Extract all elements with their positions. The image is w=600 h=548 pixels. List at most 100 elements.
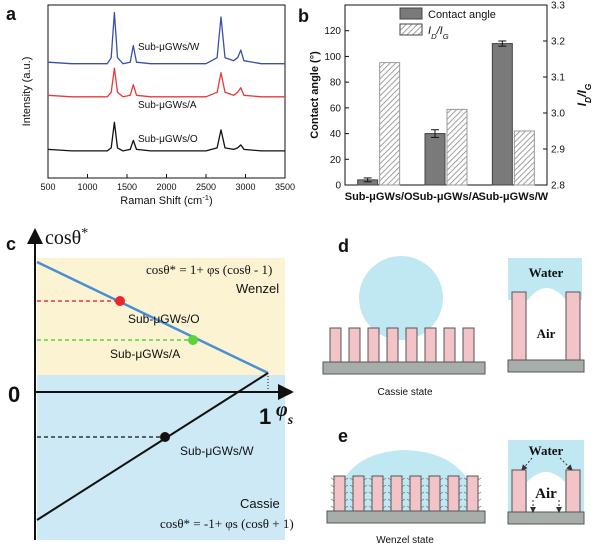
- series-label: Sub-μGWs/O: [138, 134, 198, 145]
- point: [115, 296, 125, 306]
- hair: [344, 477, 349, 481]
- hair: [368, 491, 373, 495]
- substrate: [326, 510, 486, 524]
- water: [508, 258, 582, 300]
- substrate: [507, 511, 585, 525]
- hair: [344, 498, 349, 502]
- hair: [363, 484, 368, 488]
- hair: [387, 484, 392, 488]
- origin-label: 0: [8, 382, 20, 407]
- wenzel-line: [36, 260, 269, 375]
- hair: [444, 484, 449, 488]
- hair: [406, 484, 411, 488]
- hair: [458, 477, 463, 481]
- caption: Cassie state: [377, 387, 432, 398]
- x-tick-label: 1000: [77, 182, 97, 192]
- hair: [463, 505, 468, 509]
- x-axis-label: φs: [276, 399, 294, 428]
- hair: [349, 491, 354, 495]
- hair: [463, 498, 468, 502]
- hair: [330, 491, 335, 495]
- equation: cosθ* = 1+ φs (cosθ - 1): [146, 262, 272, 277]
- y2-tick-label: 2.9: [551, 145, 565, 156]
- droplet: [359, 256, 443, 340]
- y2-tick-label: 3.0: [551, 109, 565, 120]
- legend-swatch: [399, 23, 423, 36]
- pillar: [352, 475, 365, 512]
- hair: [387, 498, 392, 502]
- plot-frame: [344, 4, 548, 186]
- hair: [463, 477, 468, 481]
- cassie-line: [36, 372, 269, 521]
- arrow: [521, 457, 533, 471]
- hair: [477, 484, 482, 488]
- y-axis-label: cosθ*: [45, 226, 88, 250]
- hair: [477, 498, 482, 502]
- hair: [330, 505, 335, 509]
- legend-label: Contact angle: [428, 9, 496, 21]
- y-axis-label: Contact angle (°): [309, 51, 321, 139]
- point: [188, 335, 198, 345]
- pillar: [329, 327, 342, 363]
- hair: [458, 491, 463, 495]
- hair: [458, 505, 463, 509]
- hair: [463, 484, 468, 488]
- x-tick-label: 2500: [196, 182, 216, 192]
- panel-d: d Water Air Cassie state: [322, 236, 585, 398]
- caption: Wenzel state: [376, 535, 434, 546]
- hair: [477, 477, 482, 481]
- hair: [406, 498, 411, 502]
- point-label: Sub-μGWs/W: [180, 444, 254, 458]
- x-tick-label: 2000: [156, 182, 176, 192]
- panel-label: c: [6, 234, 16, 254]
- regime-label: Cassie: [240, 496, 280, 511]
- y-tick-label: 0: [335, 181, 341, 192]
- hair: [463, 491, 468, 495]
- bar: [446, 108, 468, 186]
- x-tick-label: Sub-μGWs/O: [345, 191, 413, 203]
- error-bar: [363, 177, 372, 183]
- substrate: [507, 359, 585, 373]
- hair: [330, 498, 335, 502]
- hair: [349, 505, 354, 509]
- hair: [420, 498, 425, 502]
- hair: [330, 477, 335, 481]
- y2-tick-label: 2.8: [551, 181, 565, 192]
- bar: [424, 133, 446, 186]
- hair: [420, 484, 425, 488]
- hair: [458, 498, 463, 502]
- y-tick-label: 80: [330, 78, 342, 89]
- hair: [425, 491, 430, 495]
- hair: [363, 491, 368, 495]
- substrate: [322, 361, 486, 375]
- hair: [349, 484, 354, 488]
- pillar: [447, 475, 460, 512]
- error-bar: [498, 40, 507, 47]
- point-label: Sub-μGWs/A: [110, 347, 180, 361]
- hair: [382, 477, 387, 481]
- y2-tick-label: 3.3: [551, 1, 565, 12]
- air-label: Air: [537, 326, 556, 341]
- hair: [382, 491, 387, 495]
- cassie-region: [37, 375, 285, 540]
- pillar: [443, 327, 456, 363]
- pillar: [348, 327, 361, 363]
- panel-label: b: [298, 6, 309, 26]
- point: [160, 432, 170, 442]
- hair: [425, 505, 430, 509]
- hair: [344, 484, 349, 488]
- hair: [477, 505, 482, 509]
- air: [527, 472, 565, 524]
- hair: [444, 477, 449, 481]
- x-tick-label: 500: [40, 182, 55, 192]
- y-tick-label: 120: [324, 26, 341, 37]
- hair: [439, 498, 444, 502]
- hair: [368, 477, 373, 481]
- hair: [444, 498, 449, 502]
- hair: [425, 498, 430, 502]
- x-tick-label: 3500: [275, 182, 295, 192]
- y-tick-label: 60: [330, 103, 342, 114]
- panel-label: a: [6, 4, 17, 24]
